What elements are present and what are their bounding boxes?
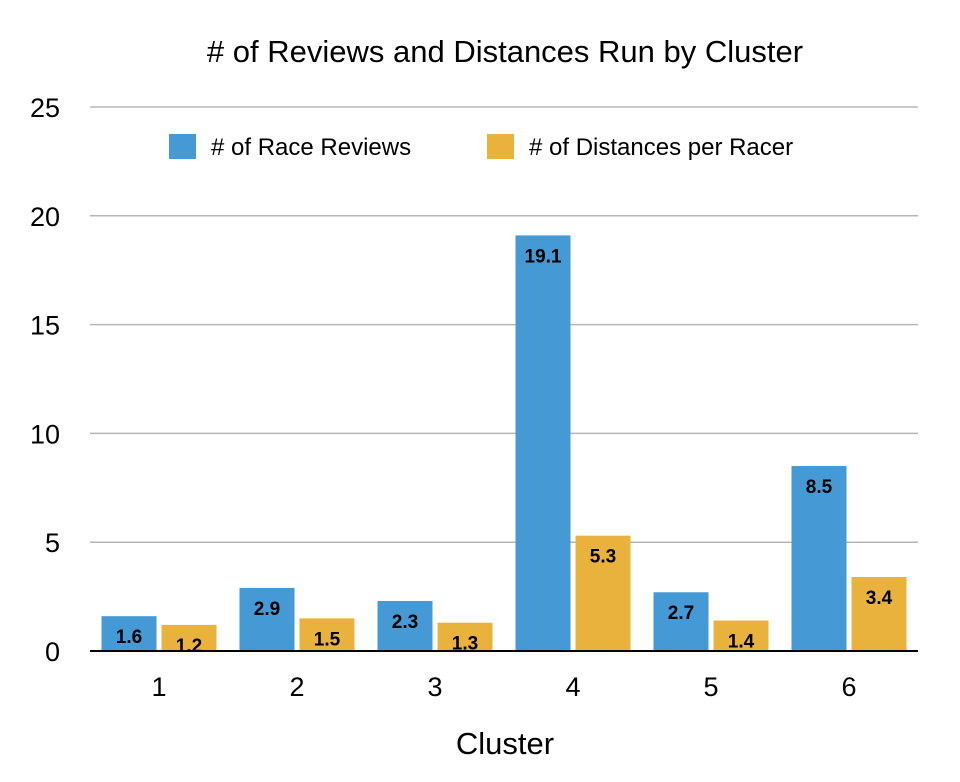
bar-value-label: 3.4 [866, 588, 893, 609]
bar-value-label: 8.5 [806, 477, 833, 498]
x-tick-label: 4 [565, 672, 580, 702]
bar-race-reviews-6 [791, 466, 847, 651]
bars [101, 235, 907, 651]
bar-race-reviews-1 [101, 616, 157, 651]
bar-distances-3 [437, 622, 493, 651]
y-tick-label: 15 [30, 311, 60, 341]
x-tick-label: 5 [703, 672, 718, 702]
bar-value-label: 1.5 [314, 629, 341, 650]
x-tick-label: 1 [151, 672, 166, 702]
y-tick-label: 20 [30, 202, 60, 232]
x-axis-ticks: 1 2 3 4 5 6 [151, 672, 856, 702]
y-tick-label: 25 [30, 93, 60, 123]
x-tick-label: 3 [427, 672, 442, 702]
bar-value-label: 1.6 [116, 627, 142, 648]
y-tick-label: 10 [30, 419, 60, 449]
legend-swatch [169, 134, 196, 159]
bar-distances-1 [161, 624, 217, 651]
bar-value-label: 1.4 [728, 632, 755, 653]
bar-value-label: 5.3 [590, 547, 616, 568]
legend-swatch [487, 134, 514, 159]
bar-race-reviews-5 [653, 592, 709, 651]
gridlines [90, 106, 918, 543]
bar-race-reviews-4 [515, 235, 571, 651]
bar-value-label: 1.2 [176, 636, 202, 657]
legend-label: # of Distances per Racer [529, 134, 793, 161]
bar-value-label: 2.3 [392, 612, 418, 633]
x-tick-label: 6 [841, 672, 856, 702]
legend: # of Race Reviews # of Distances per Race… [169, 134, 793, 161]
x-axis-label: Cluster [456, 726, 554, 761]
bar-distances-4 [575, 535, 631, 651]
chart-title: # of Reviews and Distances Run by Cluste… [207, 34, 803, 69]
bar-race-reviews-2 [239, 587, 295, 651]
bar-value-label: 1.3 [452, 634, 478, 655]
legend-label: # of Race Reviews [211, 134, 411, 161]
x-tick-label: 2 [289, 672, 304, 702]
y-tick-label: 0 [45, 637, 60, 667]
y-axis-ticks: 0 5 10 15 20 25 [30, 93, 60, 667]
bar-race-reviews-3 [377, 600, 433, 651]
bar-distances-2 [299, 618, 355, 651]
bar-value-label: 2.7 [668, 603, 694, 624]
bar-distances-6 [851, 577, 907, 651]
bar-distances-5 [713, 620, 769, 651]
bar-value-label: 2.9 [254, 599, 280, 620]
y-tick-label: 5 [45, 528, 60, 558]
bar-value-label: 19.1 [525, 246, 562, 267]
data-labels: 1.6 1.2 2.9 1.5 2.3 1.3 19.1 5.3 2.7 1.4 8.5 3.4 [116, 246, 893, 657]
